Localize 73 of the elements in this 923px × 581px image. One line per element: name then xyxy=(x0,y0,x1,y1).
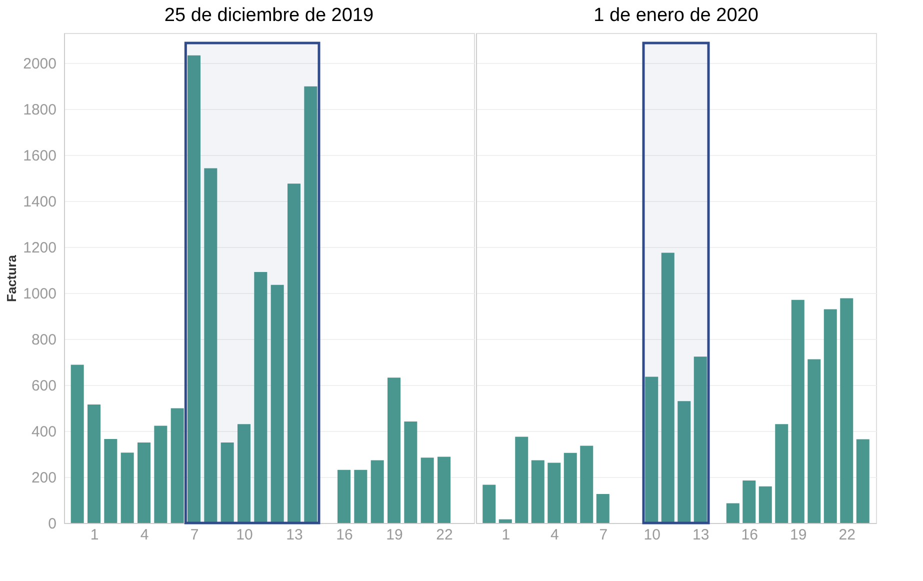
bar xyxy=(580,446,594,523)
x-tick-label: 7 xyxy=(599,526,608,544)
bar xyxy=(775,424,788,523)
bar xyxy=(304,86,318,523)
bar xyxy=(548,462,561,523)
x-tick-label: 22 xyxy=(436,526,453,544)
x-tick-label: 13 xyxy=(692,526,710,544)
bar xyxy=(238,424,250,523)
bar xyxy=(288,184,300,523)
bar xyxy=(515,436,528,523)
chart-title: 1 de enero de 2020 xyxy=(594,5,758,26)
x-tick-label: 10 xyxy=(644,526,660,544)
y-tick-label: 2000 xyxy=(23,55,56,72)
bar xyxy=(270,284,284,523)
x-tick-label: 4 xyxy=(140,526,149,544)
y-tick-label: 400 xyxy=(31,423,56,440)
bar xyxy=(70,364,84,523)
bar xyxy=(531,460,544,523)
bar xyxy=(678,401,691,523)
y-tick-label: 1200 xyxy=(23,239,56,256)
bar xyxy=(338,470,350,523)
bar xyxy=(88,404,100,523)
bar xyxy=(482,484,496,523)
bar xyxy=(856,439,870,523)
bar xyxy=(694,356,707,523)
x-tick-label: 13 xyxy=(286,526,303,544)
bar xyxy=(758,486,772,523)
bar xyxy=(254,272,268,523)
x-tick-label: 16 xyxy=(336,526,353,544)
y-tick-label: 1000 xyxy=(23,285,56,302)
y-tick-label: 1400 xyxy=(23,193,56,210)
chart-title: 25 de diciembre de 2019 xyxy=(164,5,374,26)
x-tick-label: 19 xyxy=(386,526,403,544)
bar xyxy=(564,452,577,523)
bar xyxy=(354,470,368,523)
y-axis-title: Factura xyxy=(4,254,20,302)
bar xyxy=(824,309,837,523)
x-tick-label: 19 xyxy=(790,526,807,544)
bar xyxy=(170,408,184,523)
bar xyxy=(808,359,821,523)
bar xyxy=(596,494,610,523)
x-tick-label: 7 xyxy=(190,526,199,544)
x-tick-label: 4 xyxy=(550,526,559,544)
bar xyxy=(188,55,200,523)
bar xyxy=(438,456,450,523)
bar xyxy=(791,300,804,523)
x-tick-label: 1 xyxy=(502,526,510,544)
bar xyxy=(742,480,756,523)
x-tick-label: 16 xyxy=(741,526,758,544)
bar xyxy=(120,452,134,523)
bar xyxy=(498,519,512,523)
x-tick-label: 22 xyxy=(838,526,856,544)
bar xyxy=(388,378,400,523)
y-tick-label: 600 xyxy=(31,377,56,394)
y-tick-label: 200 xyxy=(31,469,56,486)
bar xyxy=(404,422,418,523)
x-tick-label: 1 xyxy=(90,526,99,544)
y-tick-label: 800 xyxy=(31,331,56,348)
bar xyxy=(220,442,234,523)
bar xyxy=(420,458,434,523)
bar xyxy=(370,460,384,523)
bar xyxy=(645,376,658,523)
bar xyxy=(204,168,218,523)
bar xyxy=(154,426,168,523)
x-tick-label: 10 xyxy=(236,526,253,544)
bar xyxy=(104,439,118,523)
y-tick-label: 1600 xyxy=(23,147,56,164)
y-tick-label: 0 xyxy=(48,516,56,532)
bar xyxy=(840,298,854,523)
bar xyxy=(661,252,674,523)
bar xyxy=(138,442,150,523)
y-tick-label: 1800 xyxy=(23,101,56,118)
bar xyxy=(726,503,740,523)
